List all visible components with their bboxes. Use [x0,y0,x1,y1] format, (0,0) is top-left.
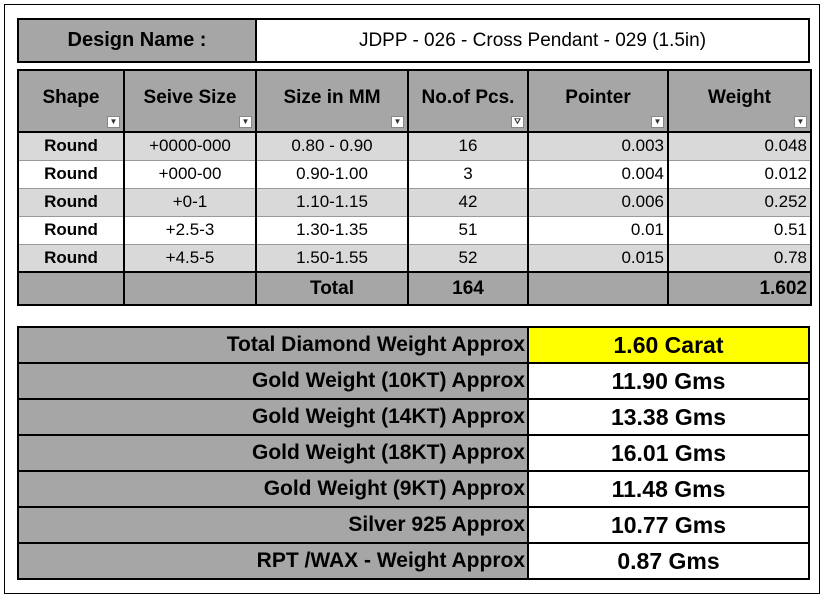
summary-row: Gold Weight (9KT) Approx 11.48 Gms [17,470,810,508]
summary-value[interactable]: 0.87 Gms [527,542,810,580]
summary-row: Gold Weight (10KT) Approx 11.90 Gms [17,362,810,400]
column-header-weight[interactable]: Weight ▼ [667,69,812,133]
cell-sieve[interactable]: +2.5-3 [123,215,257,245]
cell-mm[interactable]: 1.50-1.55 [255,243,409,273]
cell-pcs[interactable]: 52 [407,243,529,273]
total-empty-cell[interactable] [527,271,669,306]
cell-shape[interactable]: Round [17,159,125,189]
cell-mm[interactable]: 0.90-1.00 [255,159,409,189]
total-row: Total 164 1.602 [17,271,812,306]
summary-value[interactable]: 11.90 Gms [527,362,810,400]
column-header-shape[interactable]: Shape ▼ [17,69,125,133]
cell-sieve[interactable]: +000-00 [123,159,257,189]
summary-value-diamond[interactable]: 1.60 Carat [527,326,810,364]
cell-pcs[interactable]: 3 [407,159,529,189]
summary-row: Silver 925 Approx 10.77 Gms [17,506,810,544]
column-header-label: Shape [42,87,100,108]
dropdown-arrow-icon[interactable]: ▼ [651,116,664,128]
summary-label: Gold Weight (14KT) Approx [17,398,529,436]
cell-pointer[interactable]: 0.01 [527,215,669,245]
summary-value[interactable]: 10.77 Gms [527,506,810,544]
cell-weight[interactable]: 0.78 [667,243,812,273]
total-empty-cell[interactable] [17,271,125,306]
summary-value[interactable]: 16.01 Gms [527,434,810,472]
summary-label: Silver 925 Approx [17,506,529,544]
cell-sieve[interactable]: +0000-000 [123,131,257,161]
summary-row: Gold Weight (18KT) Approx 16.01 Gms [17,434,810,472]
summary-label: RPT /WAX - Weight Approx [17,542,529,580]
cell-weight[interactable]: 0.51 [667,215,812,245]
cell-pointer[interactable]: 0.006 [527,187,669,217]
cell-shape[interactable]: Round [17,131,125,161]
cell-mm[interactable]: 0.80 - 0.90 [255,131,409,161]
cell-pcs[interactable]: 16 [407,131,529,161]
dropdown-arrow-icon[interactable]: ▼ [794,116,807,128]
cell-mm[interactable]: 1.30-1.35 [255,215,409,245]
dropdown-arrow-icon[interactable]: ▼ [107,116,120,128]
column-header-label: Size in MM [283,87,381,108]
weight-summary-table: Total Diamond Weight Approx 1.60 Carat G… [17,326,810,580]
cell-pcs[interactable]: 51 [407,215,529,245]
table-row: Round +2.5-3 1.30-1.35 51 0.01 0.51 [17,215,812,245]
summary-value[interactable]: 13.38 Gms [527,398,810,436]
cell-shape[interactable]: Round [17,215,125,245]
cell-pointer[interactable]: 0.004 [527,159,669,189]
total-empty-cell[interactable] [123,271,257,306]
cell-shape[interactable]: Round [17,243,125,273]
column-header-label: Seive Size [143,87,237,108]
column-header-label: No.of Pcs. [421,87,515,108]
summary-label: Gold Weight (10KT) Approx [17,362,529,400]
dropdown-arrow-icon[interactable]: ▼ [239,116,252,128]
table-row: Round +000-00 0.90-1.00 3 0.004 0.012 [17,159,812,189]
header-row: Shape ▼ Seive Size ▼ Size in MM ▼ No.of Pcs… [17,69,812,133]
cell-pcs[interactable]: 42 [407,187,529,217]
total-label[interactable]: Total [255,271,409,306]
cell-weight[interactable]: 0.252 [667,187,812,217]
summary-row: Gold Weight (14KT) Approx 13.38 Gms [17,398,810,436]
cell-sieve[interactable]: +0-1 [123,187,257,217]
column-header-size-mm[interactable]: Size in MM ▼ [255,69,409,133]
cell-pointer[interactable]: 0.015 [527,243,669,273]
stone-details-table: Shape ▼ Seive Size ▼ Size in MM ▼ No.of Pcs… [17,69,812,306]
column-header-sieve-size[interactable]: Seive Size ▼ [123,69,257,133]
cell-sieve[interactable]: +4.5-5 [123,243,257,273]
cell-mm[interactable]: 1.10-1.15 [255,187,409,217]
summary-label: Total Diamond Weight Approx [17,326,529,364]
total-pcs[interactable]: 164 [407,271,529,306]
cell-shape[interactable]: Round [17,187,125,217]
column-header-pointer[interactable]: Pointer ▼ [527,69,669,133]
summary-label: Gold Weight (18KT) Approx [17,434,529,472]
cell-weight[interactable]: 0.012 [667,159,812,189]
design-name-value[interactable]: JDPP - 026 - Cross Pendant - 029 (1.5in) [255,18,810,63]
column-header-pcs[interactable]: No.of Pcs. ⛛ [407,69,529,133]
design-name-label: Design Name : [17,18,257,63]
column-header-label: Pointer [565,87,631,108]
table-row: Round +0000-000 0.80 - 0.90 16 0.003 0.0… [17,131,812,161]
summary-row: Total Diamond Weight Approx 1.60 Carat [17,326,810,364]
total-weight[interactable]: 1.602 [667,271,812,306]
sheet-frame [4,4,820,594]
filter-icon[interactable]: ⛛ [511,116,524,128]
table-row: Round +0-1 1.10-1.15 42 0.006 0.252 [17,187,812,217]
summary-label: Gold Weight (9KT) Approx [17,470,529,508]
summary-row: RPT /WAX - Weight Approx 0.87 Gms [17,542,810,580]
cell-pointer[interactable]: 0.003 [527,131,669,161]
summary-value[interactable]: 11.48 Gms [527,470,810,508]
design-name-table: Design Name : JDPP - 026 - Cross Pendant… [17,18,810,63]
cell-weight[interactable]: 0.048 [667,131,812,161]
dropdown-arrow-icon[interactable]: ▼ [391,116,404,128]
table-row: Round +4.5-5 1.50-1.55 52 0.015 0.78 [17,243,812,273]
column-header-label: Weight [708,87,771,108]
